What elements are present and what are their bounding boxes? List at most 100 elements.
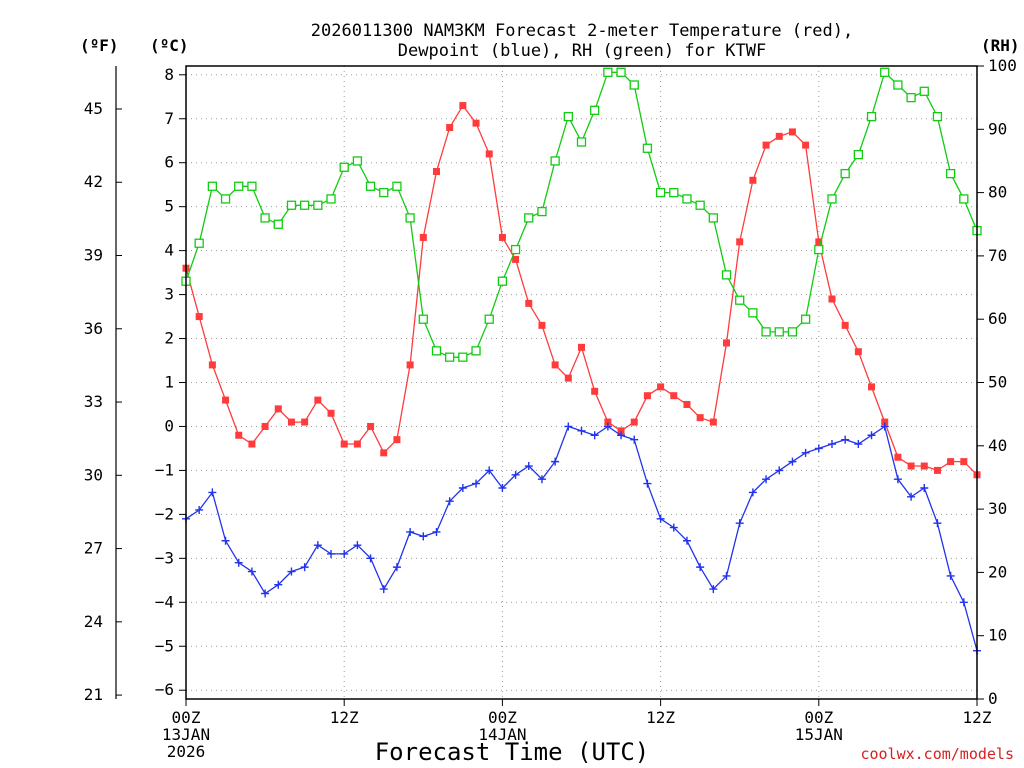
2-meter-temperature-point xyxy=(498,233,506,241)
rh-tick-label: 80 xyxy=(988,183,1007,202)
2-meter-temperature-point xyxy=(406,361,414,369)
rh-point xyxy=(405,213,415,223)
celsius-tick-label: −5 xyxy=(155,636,174,655)
2-meter-temperature-point xyxy=(367,422,375,430)
dewpoint-point xyxy=(603,422,612,431)
rh-tick-label: 70 xyxy=(988,246,1007,265)
dewpoint-point xyxy=(524,462,533,471)
dewpoint-point xyxy=(656,514,665,523)
2-meter-temperature-point xyxy=(419,233,427,241)
2-meter-temperature-point xyxy=(670,392,678,400)
rh-point xyxy=(945,168,956,179)
rh-point xyxy=(563,111,573,122)
rh-tick-label: 100 xyxy=(988,56,1017,75)
rh-point xyxy=(774,327,784,337)
celsius-tick-label: −6 xyxy=(155,680,174,699)
2-meter-temperature-point xyxy=(591,387,599,395)
rh-point xyxy=(524,213,534,223)
fahrenheit-tick-label: 39 xyxy=(84,246,103,265)
rh-point xyxy=(445,352,455,362)
dewpoint-point xyxy=(827,440,836,449)
2-meter-temperature-point xyxy=(459,102,467,110)
celsius-axis-unit: (ºC) xyxy=(150,36,189,55)
dewpoint-point xyxy=(392,563,401,572)
dewpoint-point xyxy=(551,457,560,466)
dewpoint-point xyxy=(485,466,494,475)
2-meter-temperature-point xyxy=(432,168,440,175)
rh-tick-label: 60 xyxy=(988,309,1007,328)
dewpoint-point xyxy=(722,571,731,580)
dewpoint-point xyxy=(445,497,454,506)
dewpoint-point xyxy=(537,475,546,484)
time-tick-label: 12Z xyxy=(646,708,675,727)
rh-point xyxy=(761,327,771,337)
2-meter-temperature-point xyxy=(920,462,928,470)
time-tick-label: 2026 xyxy=(167,742,206,761)
gridlines xyxy=(186,66,977,699)
dewpoint-point xyxy=(814,444,823,453)
rh-axis: 0 10 20 30 40 50 60 70 80 90 100 xyxy=(977,56,1017,708)
rh-point xyxy=(392,181,402,191)
rh-axis-unit: (RH) xyxy=(981,36,1020,55)
time-tick-label: 00Z xyxy=(172,708,201,727)
2-meter-temperature-point xyxy=(551,361,559,369)
dewpoint-point xyxy=(867,431,876,440)
celsius-tick-label: 7 xyxy=(164,109,174,128)
rh-point xyxy=(669,187,679,198)
celsius-axis: −6 −5 −4 −3 −2 −1 0 1 2 3 4 5 6 7 8 xyxy=(155,65,186,699)
2-meter-temperature-point xyxy=(208,361,216,369)
time-tick-label: 12Z xyxy=(963,708,992,727)
rh-point xyxy=(708,213,718,223)
rh-tick-label: 30 xyxy=(988,499,1007,518)
rh-point xyxy=(194,238,204,248)
dewpoint-point xyxy=(195,505,204,514)
fahrenheit-tick-label: 24 xyxy=(84,612,103,631)
rh-point xyxy=(537,206,547,217)
2-meter-temperature-point xyxy=(327,409,335,417)
rh-point xyxy=(959,194,969,204)
rh-point xyxy=(220,194,231,204)
2-meter-temperature-series xyxy=(182,102,981,479)
dewpoint-point xyxy=(511,470,520,479)
2-meter-temperature-point xyxy=(630,418,638,426)
dewpoint-point xyxy=(340,549,349,558)
dewpoint-point xyxy=(590,431,599,440)
2-meter-temperature-point xyxy=(841,321,849,329)
rh-point xyxy=(576,137,587,147)
celsius-tick-label: −1 xyxy=(155,460,174,479)
celsius-tick-label: 8 xyxy=(164,65,174,84)
rh-tick-label: 50 xyxy=(988,373,1007,392)
2-meter-temperature-point xyxy=(947,458,955,466)
celsius-tick-label: 6 xyxy=(164,153,174,172)
credit-link[interactable]: coolwx.com/models xyxy=(860,745,1014,763)
time-tick-label: 00Z xyxy=(488,708,517,727)
time-tick-label: 13JAN xyxy=(162,725,210,744)
rh-point xyxy=(299,200,310,210)
rh-point xyxy=(273,219,283,229)
dewpoint-point xyxy=(630,435,639,444)
dewpoint-point xyxy=(261,589,270,598)
rh-point xyxy=(603,67,613,77)
2-meter-temperature-point xyxy=(828,295,836,303)
dewpoint-point xyxy=(920,484,929,492)
dewpoint-point xyxy=(287,567,296,576)
rh-point xyxy=(748,308,758,318)
2-meter-temperature-point xyxy=(696,414,704,422)
rh-point xyxy=(431,346,442,356)
2-meter-temperature-point xyxy=(248,440,256,448)
2-meter-temperature-point xyxy=(393,436,401,444)
celsius-tick-label: −2 xyxy=(155,504,174,523)
dewpoint-point xyxy=(880,422,889,431)
rh-point xyxy=(286,200,297,210)
rh-point xyxy=(840,168,850,179)
celsius-tick-label: 3 xyxy=(164,285,174,304)
2-meter-temperature-point xyxy=(353,440,361,448)
rh-point xyxy=(234,181,244,191)
dewpoint-series xyxy=(182,422,981,655)
fahrenheit-axis: 21 24 27 30 33 36 39 42 45 xyxy=(84,66,122,704)
rh-point xyxy=(893,80,903,90)
rh-tick-label: 40 xyxy=(988,436,1007,455)
2-meter-temperature-point xyxy=(314,396,322,404)
rh-point xyxy=(207,181,218,191)
